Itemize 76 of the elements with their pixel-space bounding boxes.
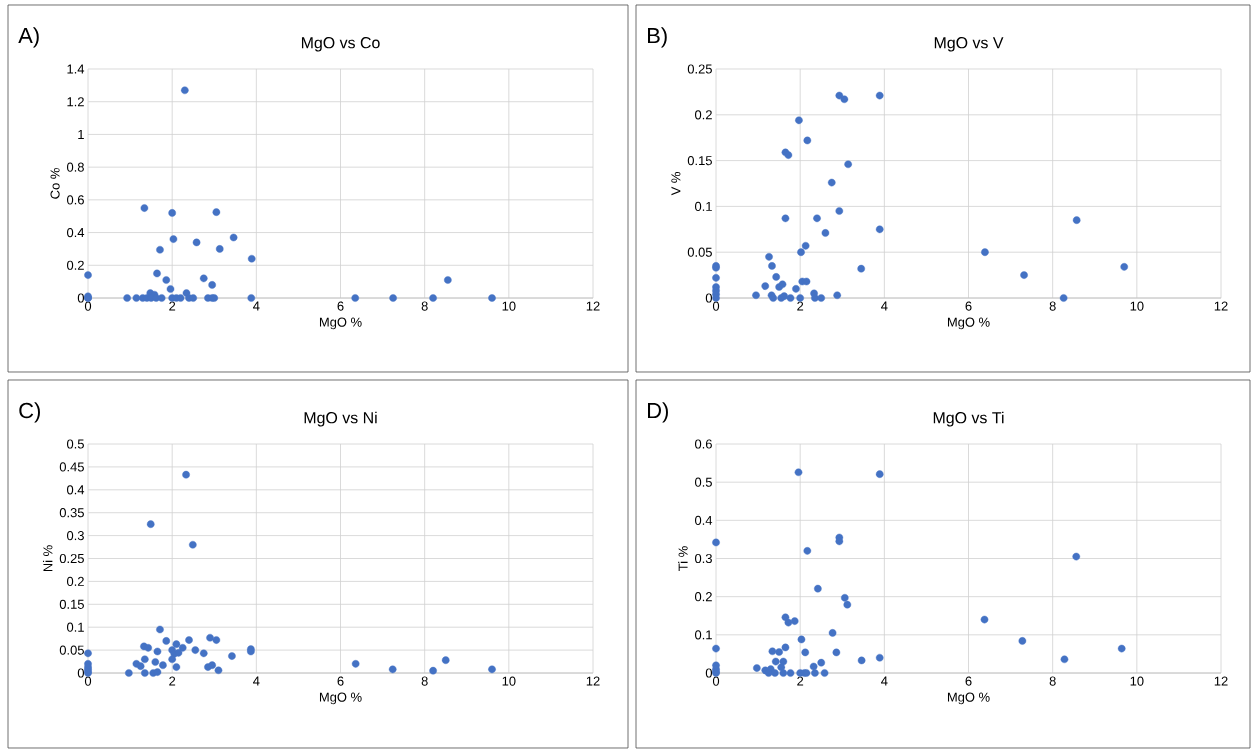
y-tick-label: 1 bbox=[78, 129, 84, 139]
chart-title: MgO vs Ni bbox=[304, 411, 377, 427]
x-tick-label: 8 bbox=[1049, 676, 1056, 686]
y-tick-label: 0.8 bbox=[66, 162, 84, 172]
x-tick-label: 6 bbox=[965, 676, 972, 686]
x-tick-label: 10 bbox=[502, 676, 516, 686]
y-tick-label: 0.15 bbox=[687, 156, 712, 166]
y-tick-label: 0 bbox=[705, 293, 712, 303]
x-tick-label: 10 bbox=[1130, 676, 1144, 686]
x-tick-label: 4 bbox=[881, 676, 888, 686]
x-tick-label: 0 bbox=[712, 301, 720, 311]
y-tick-label: 0.6 bbox=[694, 439, 712, 449]
x-tick-label: 0 bbox=[84, 301, 92, 311]
y-axis-title: Ti % bbox=[678, 546, 688, 571]
y-tick-label: 0.5 bbox=[694, 477, 712, 487]
y-tick-label: 0 bbox=[77, 668, 84, 678]
x-tick-label: 8 bbox=[1049, 301, 1056, 311]
x-tick-label: 2 bbox=[797, 676, 804, 686]
text: B) bbox=[648, 27, 667, 48]
x-tick-label: 6 bbox=[337, 676, 344, 686]
x-tick-label: 0 bbox=[712, 676, 720, 686]
x-axis-title: MgO % bbox=[319, 692, 362, 705]
y-tick-label: 0.05 bbox=[59, 645, 84, 655]
y-tick-label: 0.35 bbox=[59, 508, 84, 518]
y-tick-label: 0.2 bbox=[66, 260, 84, 270]
y-tick-label: 0 bbox=[77, 293, 84, 303]
y-tick-label: 0.1 bbox=[694, 630, 712, 640]
y-tick-label: 0.1 bbox=[66, 622, 84, 632]
x-tick-label: 12 bbox=[586, 301, 600, 311]
x-tick-label: 4 bbox=[253, 676, 260, 686]
text: C) bbox=[19, 402, 40, 423]
y-tick-label: 0.45 bbox=[59, 462, 84, 472]
y-tick-label: 0.25 bbox=[59, 553, 84, 564]
x-axis-title: MgO % bbox=[947, 692, 990, 705]
y-tick-label: 0.2 bbox=[66, 576, 84, 586]
chart-title: MgO vs V bbox=[934, 37, 1004, 52]
x-tick-label: 2 bbox=[169, 301, 176, 311]
y-tick-label: 0.4 bbox=[66, 227, 85, 238]
x-tick-label: 4 bbox=[253, 301, 260, 311]
x-tick-label: 10 bbox=[1130, 301, 1144, 311]
y-axis-title: Co % bbox=[50, 168, 60, 199]
y-tick-label: 1.2 bbox=[67, 97, 84, 107]
y-tick-label: 0.6 bbox=[66, 195, 84, 205]
x-tick-label: 2 bbox=[797, 301, 804, 311]
x-tick-label: 12 bbox=[586, 676, 600, 686]
chart-title: MgO vs Co bbox=[301, 37, 380, 52]
y-tick-label: 0 bbox=[705, 668, 712, 678]
y-tick-label: 0.3 bbox=[66, 531, 84, 541]
x-tick-label: 0 bbox=[84, 676, 92, 686]
y-tick-label: 0.2 bbox=[694, 592, 712, 602]
x-tick-label: 4 bbox=[881, 301, 888, 311]
y-tick-label: 0.5 bbox=[66, 439, 84, 449]
x-tick-label: 6 bbox=[337, 301, 344, 311]
x-axis-title: MgO % bbox=[947, 317, 990, 330]
y-tick-label: 0.15 bbox=[59, 599, 84, 609]
text: D) bbox=[648, 402, 668, 423]
y-tick-label: 0.1 bbox=[694, 201, 712, 211]
text: A) bbox=[18, 27, 39, 48]
y-tick-label: 0.05 bbox=[687, 247, 712, 257]
y-tick-label: 0.4 bbox=[694, 515, 713, 525]
x-tick-label: 2 bbox=[169, 676, 176, 686]
y-axis-title: Ni % bbox=[42, 545, 53, 572]
x-tick-label: 10 bbox=[502, 301, 516, 311]
y-tick-label: 0.2 bbox=[694, 110, 712, 120]
y-tick-label: 0.4 bbox=[66, 485, 85, 495]
chart-title: MgO vs Ti bbox=[933, 411, 1004, 427]
x-tick-label: 8 bbox=[421, 676, 428, 686]
x-tick-label: 6 bbox=[965, 301, 972, 311]
y-axis-title: V % bbox=[671, 172, 681, 196]
y-tick-label: 0.25 bbox=[687, 64, 712, 74]
x-tick-label: 12 bbox=[1214, 301, 1228, 311]
x-axis-title: MgO % bbox=[319, 317, 362, 330]
y-tick-label: 1.4 bbox=[67, 64, 85, 74]
x-tick-label: 8 bbox=[421, 301, 428, 311]
x-tick-label: 12 bbox=[1214, 676, 1228, 686]
y-tick-label: 0.3 bbox=[694, 553, 712, 564]
